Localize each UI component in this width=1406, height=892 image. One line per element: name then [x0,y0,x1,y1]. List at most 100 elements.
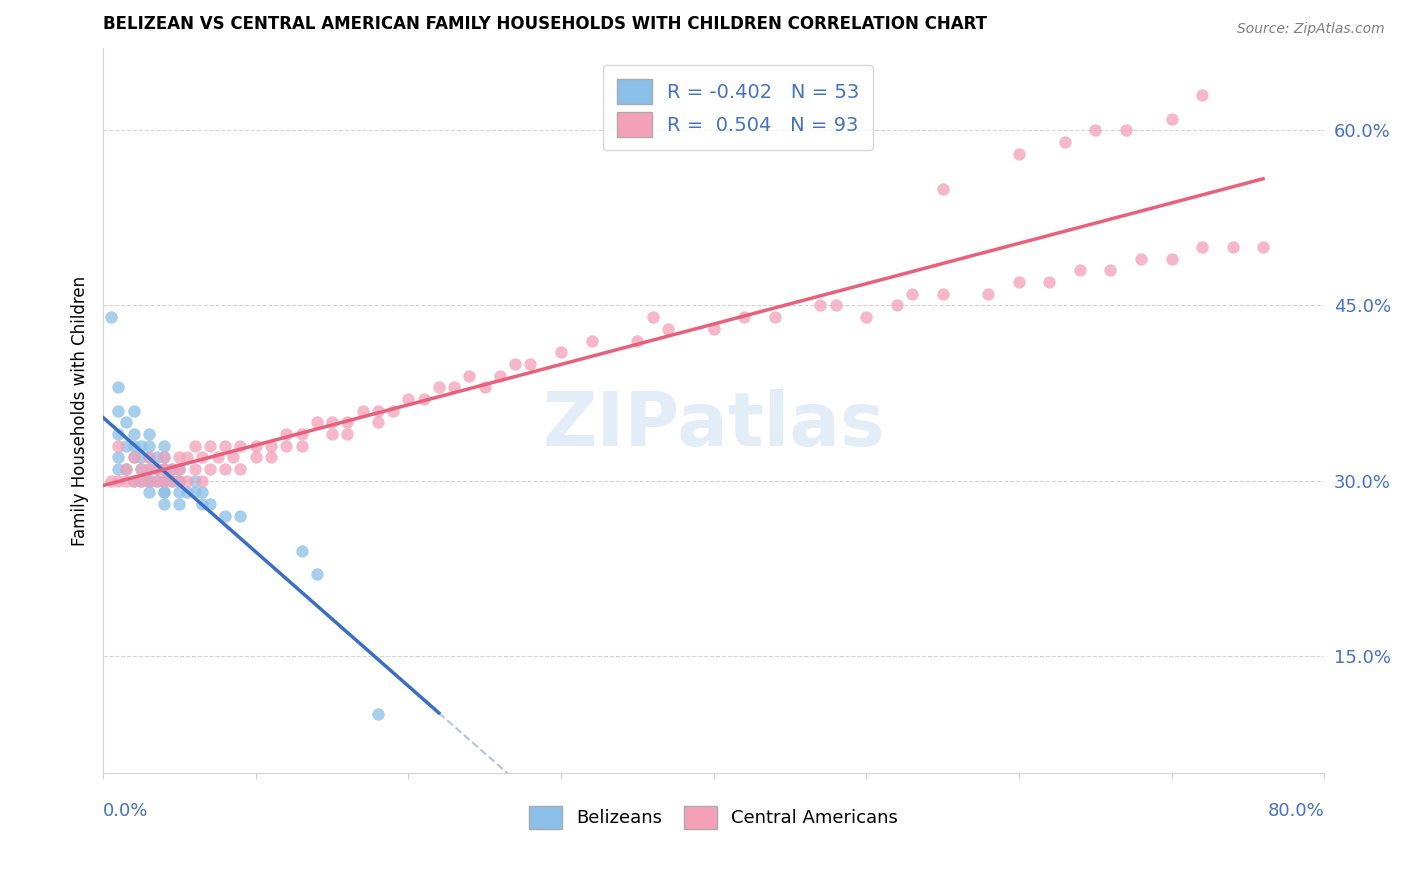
Point [153,474,176,488]
Point [824,298,846,312]
Point [191,485,214,500]
Point [198,462,221,476]
Point [733,310,755,325]
Point [305,567,328,582]
Point [626,334,648,348]
Point [138,462,160,476]
Text: ZIPatlas: ZIPatlas [543,389,884,461]
Point [160,462,183,476]
Point [183,439,205,453]
Point [352,403,374,417]
Point [145,462,167,476]
Point [115,439,138,453]
Point [115,462,138,476]
Point [153,462,176,476]
Point [382,403,405,417]
Point [138,474,160,488]
Point [474,380,496,394]
Point [191,474,214,488]
Point [191,497,214,511]
Point [107,462,129,476]
Point [183,474,205,488]
Point [1191,240,1213,254]
Point [443,380,465,394]
Point [519,357,541,371]
Point [129,462,152,476]
Point [169,450,191,465]
Point [138,474,160,488]
Point [367,415,389,429]
Point [855,310,877,325]
Point [169,474,191,488]
Point [153,474,176,488]
Point [107,380,129,394]
Point [1069,263,1091,277]
Point [290,543,312,558]
Point [122,450,145,465]
Point [122,474,145,488]
Point [176,450,198,465]
Point [160,474,183,488]
Point [169,462,191,476]
Point [886,298,908,312]
Legend: Belizeans, Central Americans: Belizeans, Central Americans [522,798,905,836]
Text: Source: ZipAtlas.com: Source: ZipAtlas.com [1237,22,1385,37]
Point [260,450,283,465]
Text: 0.0%: 0.0% [103,802,149,820]
Point [153,474,176,488]
Point [1115,123,1137,137]
Point [276,427,298,442]
Point [810,298,832,312]
Point [122,403,145,417]
Point [260,439,283,453]
Point [207,450,229,465]
Point [122,450,145,465]
Point [138,450,160,465]
Point [367,403,389,417]
Point [176,485,198,500]
Point [290,427,312,442]
Point [703,322,725,336]
Point [107,439,129,453]
Point [169,485,191,500]
Point [503,357,526,371]
Point [138,462,160,476]
Point [245,450,267,465]
Point [160,474,183,488]
Point [276,439,298,453]
Point [1160,252,1182,266]
Point [191,450,214,465]
Point [115,415,138,429]
Point [160,462,183,476]
Point [977,286,1000,301]
Point [214,508,236,523]
Point [100,474,122,488]
Point [138,485,160,500]
Point [169,474,191,488]
Point [245,439,267,453]
Point [145,450,167,465]
Point [550,345,572,359]
Point [100,310,122,325]
Point [115,462,138,476]
Point [214,439,236,453]
Text: BELIZEAN VS CENTRAL AMERICAN FAMILY HOUSEHOLDS WITH CHILDREN CORRELATION CHART: BELIZEAN VS CENTRAL AMERICAN FAMILY HOUS… [103,15,987,33]
Point [129,439,152,453]
Point [1008,275,1031,289]
Point [321,427,343,442]
Point [1008,146,1031,161]
Point [321,415,343,429]
Point [305,415,328,429]
Point [183,485,205,500]
Point [145,474,167,488]
Point [1053,135,1076,149]
Point [489,368,512,383]
Point [458,368,481,383]
Point [129,462,152,476]
Point [229,462,252,476]
Point [138,439,160,453]
Point [129,450,152,465]
Point [129,474,152,488]
Point [153,497,176,511]
Point [412,392,434,406]
